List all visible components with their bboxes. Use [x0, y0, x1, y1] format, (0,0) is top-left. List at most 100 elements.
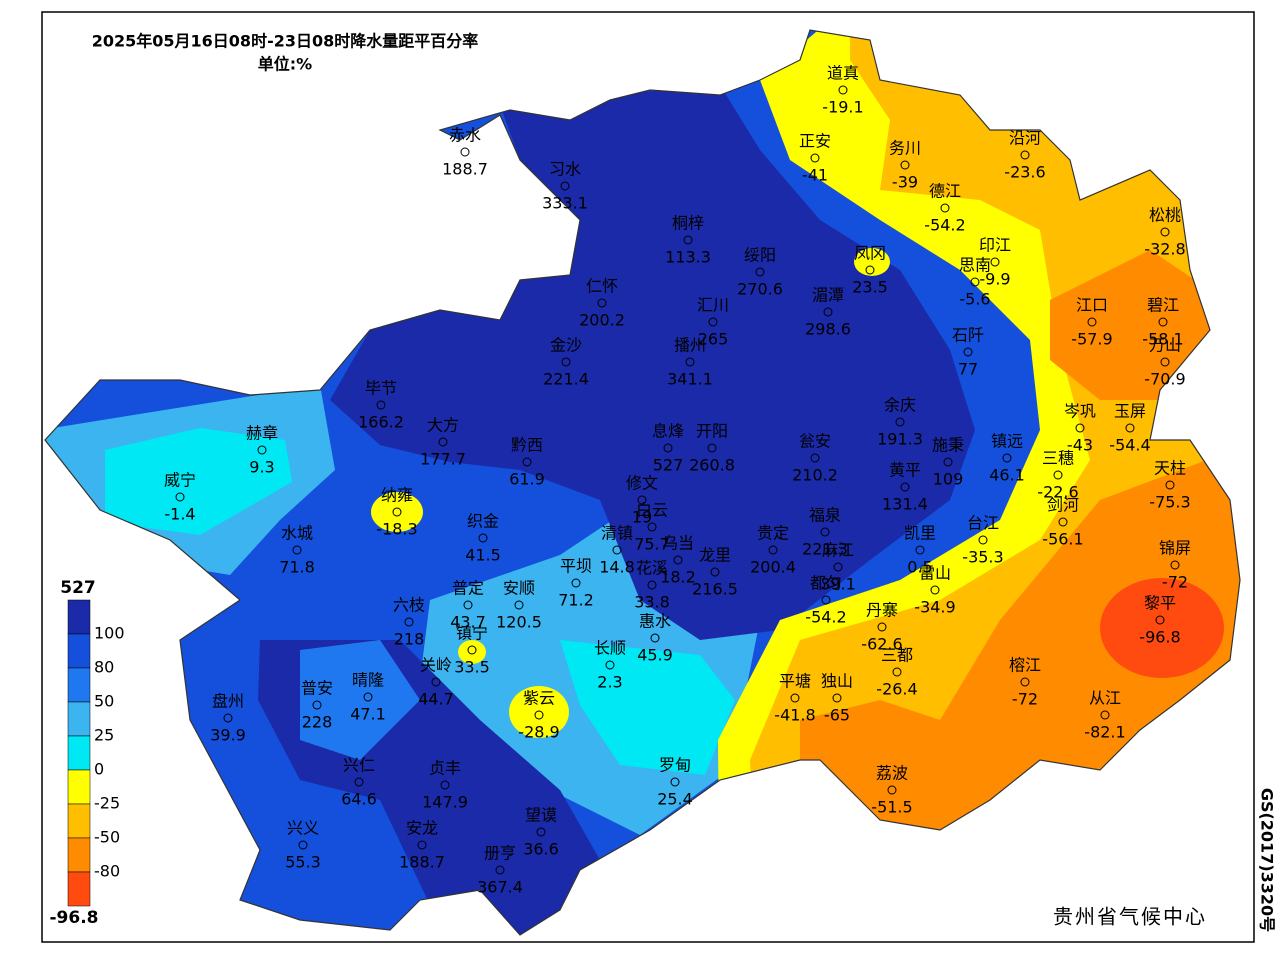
station-name: 习水	[549, 160, 581, 179]
station-value: 298.6	[805, 320, 851, 339]
station-marker	[298, 840, 308, 850]
contour-region	[509, 686, 569, 738]
station-marker	[970, 277, 980, 287]
station-value: 45.9	[637, 646, 673, 665]
station-marker	[915, 545, 925, 555]
map-title: 2025年05月16日08时-23日08时降水量距平百分率	[92, 32, 479, 51]
station-value: 270.6	[737, 280, 783, 299]
legend-label: 527	[60, 578, 96, 598]
station-value: -51.5	[871, 798, 912, 817]
station-name: 镇远	[991, 432, 1023, 451]
station-name: 德江	[929, 182, 961, 201]
station-value: 33.8	[634, 593, 670, 612]
station-name: 乌当	[662, 534, 694, 553]
approval-number: GS(2017)3320号	[1258, 788, 1277, 932]
station-value: 221.4	[543, 370, 589, 389]
station-value: -54.2	[924, 216, 965, 235]
station-value: -39	[892, 173, 918, 192]
station-marker	[467, 645, 477, 655]
station-value: 191.3	[877, 430, 923, 449]
station-marker	[536, 827, 546, 837]
station-name: 榕江	[1009, 656, 1041, 675]
station-marker	[755, 267, 765, 277]
station-value: 39.9	[210, 726, 246, 745]
station-value: -62.6	[861, 635, 902, 654]
station-value: 341.1	[667, 370, 713, 389]
station-value: 33.5	[454, 658, 490, 677]
station-value: -96.8	[1139, 628, 1180, 647]
station-value: -75.3	[1149, 493, 1190, 512]
station-value: -23.6	[1004, 163, 1045, 182]
station-name: 都匀	[810, 574, 842, 593]
station-value: 71.8	[279, 558, 315, 577]
station-marker	[376, 400, 386, 410]
station-name: 湄潭	[812, 286, 844, 305]
legend-swatch	[67, 803, 91, 839]
station-value: -22.6	[1037, 483, 1078, 502]
contour-region	[1100, 578, 1224, 678]
station-name: 绥阳	[744, 246, 776, 265]
station-value: 61.9	[509, 470, 545, 489]
legend-label: 25	[94, 726, 114, 745]
station-name: 赫章	[246, 424, 278, 443]
station-value: -18.3	[376, 520, 417, 539]
station-value: 527	[653, 456, 684, 475]
station-value: 47.1	[350, 705, 386, 724]
station-value: 166.2	[358, 413, 404, 432]
station-name: 万山	[1149, 336, 1181, 355]
station-name: 贵定	[757, 524, 789, 543]
station-marker	[1160, 227, 1170, 237]
legend-swatch	[67, 667, 91, 703]
station-value: -41.8	[774, 706, 815, 725]
station-name: 兴仁	[343, 756, 375, 775]
station-name: 桐梓	[672, 214, 704, 233]
station-name: 望谟	[525, 806, 557, 825]
legend-swatch	[67, 701, 91, 737]
station-value: -56.1	[1042, 530, 1083, 549]
station-marker	[900, 482, 910, 492]
station-value: 9.3	[249, 458, 274, 477]
station-name: 松桃	[1149, 206, 1181, 225]
station-marker	[1053, 470, 1063, 480]
station-value: -9.9	[979, 270, 1010, 289]
station-value: 23.5	[852, 278, 888, 297]
station-value: 188.7	[442, 160, 488, 179]
station-name: 惠水	[639, 612, 671, 631]
station-marker	[257, 445, 267, 455]
station-name: 荔波	[876, 764, 908, 783]
station-name: 赤水	[449, 126, 481, 145]
station-value: 109	[933, 470, 964, 489]
station-marker	[900, 160, 910, 170]
station-marker	[463, 600, 473, 610]
station-marker	[1075, 423, 1085, 433]
credit: 贵州省气候中心	[1053, 905, 1207, 929]
station-name: 天柱	[1154, 459, 1186, 478]
station-value: -72	[1012, 690, 1038, 709]
station-marker	[1165, 480, 1175, 490]
legend-swatch	[67, 871, 91, 907]
station-name: 修文	[626, 474, 658, 493]
station-name: 三穗	[1042, 449, 1074, 468]
station-name: 安龙	[406, 819, 438, 838]
station-marker	[363, 692, 373, 702]
station-name: 晴隆	[352, 671, 384, 690]
station-marker	[417, 840, 427, 850]
station-name: 岑巩	[1064, 402, 1096, 421]
station-marker	[223, 713, 233, 723]
station-marker	[838, 85, 848, 95]
station-name: 凯里	[904, 524, 936, 543]
station-value: -70.9	[1144, 370, 1185, 389]
station-marker	[1100, 710, 1110, 720]
station-name: 凤冈	[854, 244, 886, 263]
station-marker	[514, 600, 524, 610]
contour-region	[330, 85, 975, 640]
station-marker	[1087, 317, 1097, 327]
station-marker	[823, 307, 833, 317]
station-marker	[404, 617, 414, 627]
contour-region	[300, 640, 420, 760]
station-value: 265	[698, 330, 729, 349]
station-marker	[943, 457, 953, 467]
contour-region	[371, 492, 423, 532]
station-marker	[1020, 150, 1030, 160]
station-name: 正安	[799, 132, 831, 151]
